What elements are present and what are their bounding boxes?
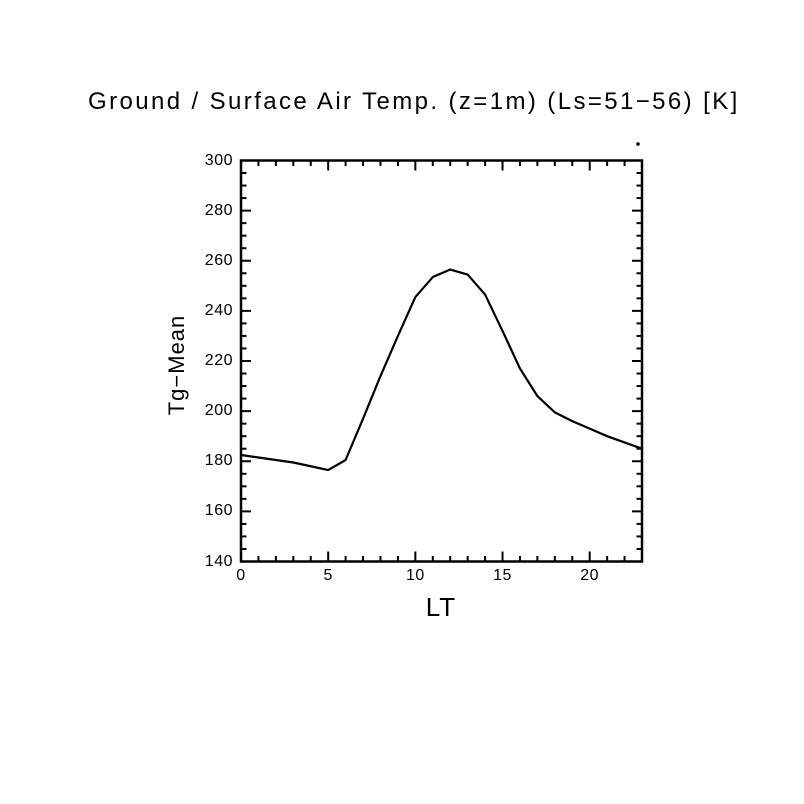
chart-title: Ground / Surface Air Temp. (z=1m) (Ls=51… [88, 88, 740, 115]
y-tick-label: 140 [204, 552, 233, 570]
y-tick-label: 260 [204, 251, 233, 269]
stray-dot [636, 142, 640, 146]
y-tick-label: 280 [204, 201, 233, 219]
x-tick-label: 15 [493, 567, 512, 584]
y-tick-label: 300 [204, 151, 233, 169]
y-tick-label: 160 [204, 502, 233, 520]
y-tick-label: 180 [204, 452, 233, 470]
x-tick-label: 5 [323, 567, 333, 584]
x-tick-label: 10 [405, 567, 425, 584]
x-tick-label: 0 [236, 567, 246, 584]
x-tick-label: 20 [580, 567, 600, 584]
y-tick-label: 220 [204, 352, 233, 369]
y-axis-title: Tg−Mean [164, 314, 189, 416]
y-tick-label: 200 [204, 402, 233, 420]
axes-box [239, 159, 644, 563]
temperature-curve [239, 268, 644, 472]
x-axis-title: LT [425, 592, 457, 622]
y-tick-label: 240 [204, 301, 233, 319]
